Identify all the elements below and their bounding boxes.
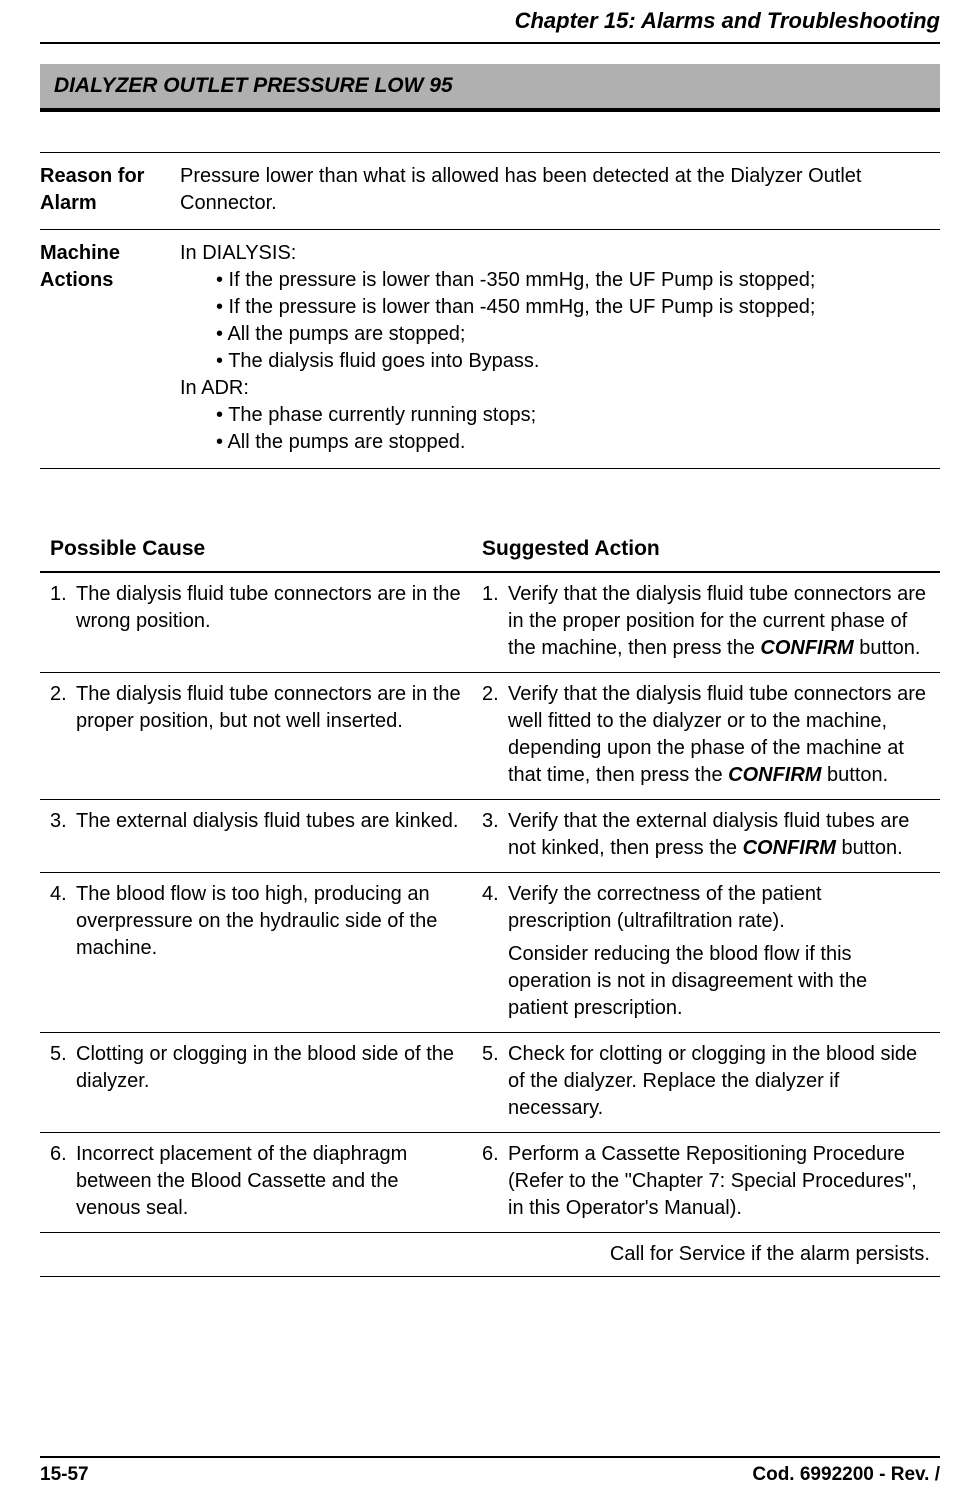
action-text: Verify that the dialysis fluid tube conn… — [508, 681, 930, 789]
cause-num: 1. — [50, 581, 76, 635]
cause-num: 4. — [50, 881, 76, 962]
table-header-row: Possible Cause Suggested Action — [40, 529, 940, 572]
cause-cell: 2.The dialysis fluid tube connectors are… — [40, 673, 472, 800]
action-post: button. — [854, 637, 921, 659]
table-row: 6.Incorrect placement of the diaphragm b… — [40, 1133, 940, 1233]
action-bold: CONFIRM — [760, 637, 853, 659]
bullet-item: • The phase currently running stops; — [180, 402, 930, 429]
alarm-title: DIALYZER OUTLET PRESSURE LOW 95 — [54, 74, 453, 97]
table-row: 3.The external dialysis fluid tubes are … — [40, 800, 940, 873]
section-intro: In DIALYSIS: — [180, 240, 930, 267]
cause-text: The dialysis fluid tube connectors are i… — [76, 581, 462, 635]
action-cell: 2.Verify that the dialysis fluid tube co… — [472, 673, 940, 800]
action-text: Check for clotting or clogging in the bl… — [508, 1041, 930, 1122]
cause-text: The external dialysis fluid tubes are ki… — [76, 808, 462, 835]
cause-text: Clotting or clogging in the blood side o… — [76, 1041, 462, 1095]
chapter-header: Chapter 15: Alarms and Troubleshooting — [40, 0, 940, 42]
page-container: Chapter 15: Alarms and Troubleshooting D… — [0, 0, 980, 1504]
action-bold: CONFIRM — [743, 837, 836, 859]
cause-cell: 4.The blood flow is too high, producing … — [40, 873, 472, 1033]
action-pre: Verify the correctness of the patient pr… — [508, 883, 822, 932]
page-footer: 15-57 Cod. 6992200 - Rev. / — [0, 1456, 980, 1486]
cause-text: The blood flow is too high, producing an… — [76, 881, 462, 962]
action-cell: 1.Verify that the dialysis fluid tube co… — [472, 572, 940, 673]
cause-num: 3. — [50, 808, 76, 835]
action-pre: Perform a Cassette Repositioning Procedu… — [508, 1143, 917, 1219]
action-text: Perform a Cassette Repositioning Procedu… — [508, 1141, 930, 1222]
info-table: Reason for AlarmPressure lower than what… — [40, 152, 940, 469]
cause-cell: 1.The dialysis fluid tube connectors are… — [40, 572, 472, 673]
table-row: 2.The dialysis fluid tube connectors are… — [40, 673, 940, 800]
cause-num: 6. — [50, 1141, 76, 1222]
info-label: Machine Actions — [40, 230, 170, 469]
header-rule — [40, 42, 940, 44]
cause-cell: 6.Incorrect placement of the diaphragm b… — [40, 1133, 472, 1233]
bullet-item: • If the pressure is lower than -350 mmH… — [180, 267, 930, 294]
action-cell: 6.Perform a Cassette Repositioning Proce… — [472, 1133, 940, 1233]
alarm-banner: DIALYZER OUTLET PRESSURE LOW 95 — [40, 64, 940, 112]
info-row: Reason for AlarmPressure lower than what… — [40, 153, 940, 230]
action-num: 2. — [482, 681, 508, 789]
chapter-title: Chapter 15: Alarms and Troubleshooting — [515, 8, 940, 33]
action-post: button. — [821, 764, 888, 786]
action-pre: Check for clotting or clogging in the bl… — [508, 1043, 917, 1119]
action-num: 5. — [482, 1041, 508, 1122]
action-cell: 4.Verify the correctness of the patient … — [472, 873, 940, 1033]
action-num: 1. — [482, 581, 508, 662]
bullet-item: • All the pumps are stopped. — [180, 429, 930, 456]
action-num: 4. — [482, 881, 508, 1022]
bullet-item: • The dialysis fluid goes into Bypass. — [180, 348, 930, 375]
cause-text: The dialysis fluid tube connectors are i… — [76, 681, 462, 735]
table-row: 4.The blood flow is too high, producing … — [40, 873, 940, 1033]
action-text: Verify that the dialysis fluid tube conn… — [508, 581, 930, 662]
bullet-item: • All the pumps are stopped; — [180, 321, 930, 348]
cause-action-table: Possible Cause Suggested Action 1.The di… — [40, 529, 940, 1277]
info-content: In DIALYSIS:• If the pressure is lower t… — [170, 230, 940, 469]
cause-cell: 5.Clotting or clogging in the blood side… — [40, 1033, 472, 1133]
table-row: 5.Clotting or clogging in the blood side… — [40, 1033, 940, 1133]
footer-content: 15-57 Cod. 6992200 - Rev. / — [40, 1464, 940, 1486]
section-intro: In ADR: — [180, 375, 930, 402]
action-cell: 5.Check for clotting or clogging in the … — [472, 1033, 940, 1133]
cause-num: 5. — [50, 1041, 76, 1095]
cause-text: Incorrect placement of the diaphragm bet… — [76, 1141, 462, 1222]
action-cell: 3.Verify that the external dialysis flui… — [472, 800, 940, 873]
bullet-item: • If the pressure is lower than -450 mmH… — [180, 294, 930, 321]
action-num: 6. — [482, 1141, 508, 1222]
page-number: 15-57 — [40, 1464, 89, 1486]
action-extra: Consider reducing the blood flow if this… — [508, 941, 930, 1022]
action-header: Suggested Action — [472, 529, 940, 572]
action-text: Verify that the external dialysis fluid … — [508, 808, 930, 862]
action-post: button. — [836, 837, 903, 859]
cause-cell: 3.The external dialysis fluid tubes are … — [40, 800, 472, 873]
table-footer-row: Call for Service if the alarm persists. — [40, 1233, 940, 1277]
footer-rule — [40, 1456, 940, 1458]
info-row: Machine ActionsIn DIALYSIS:• If the pres… — [40, 230, 940, 469]
cause-header: Possible Cause — [40, 529, 472, 572]
table-row: 1.The dialysis fluid tube connectors are… — [40, 572, 940, 673]
footer-note-cell: Call for Service if the alarm persists. — [40, 1233, 940, 1277]
action-text: Verify the correctness of the patient pr… — [508, 881, 930, 1022]
info-content: Pressure lower than what is allowed has … — [170, 153, 940, 230]
doc-code: Cod. 6992200 - Rev. / — [752, 1464, 940, 1486]
action-num: 3. — [482, 808, 508, 862]
cause-num: 2. — [50, 681, 76, 735]
info-label: Reason for Alarm — [40, 153, 170, 230]
action-bold: CONFIRM — [728, 764, 821, 786]
